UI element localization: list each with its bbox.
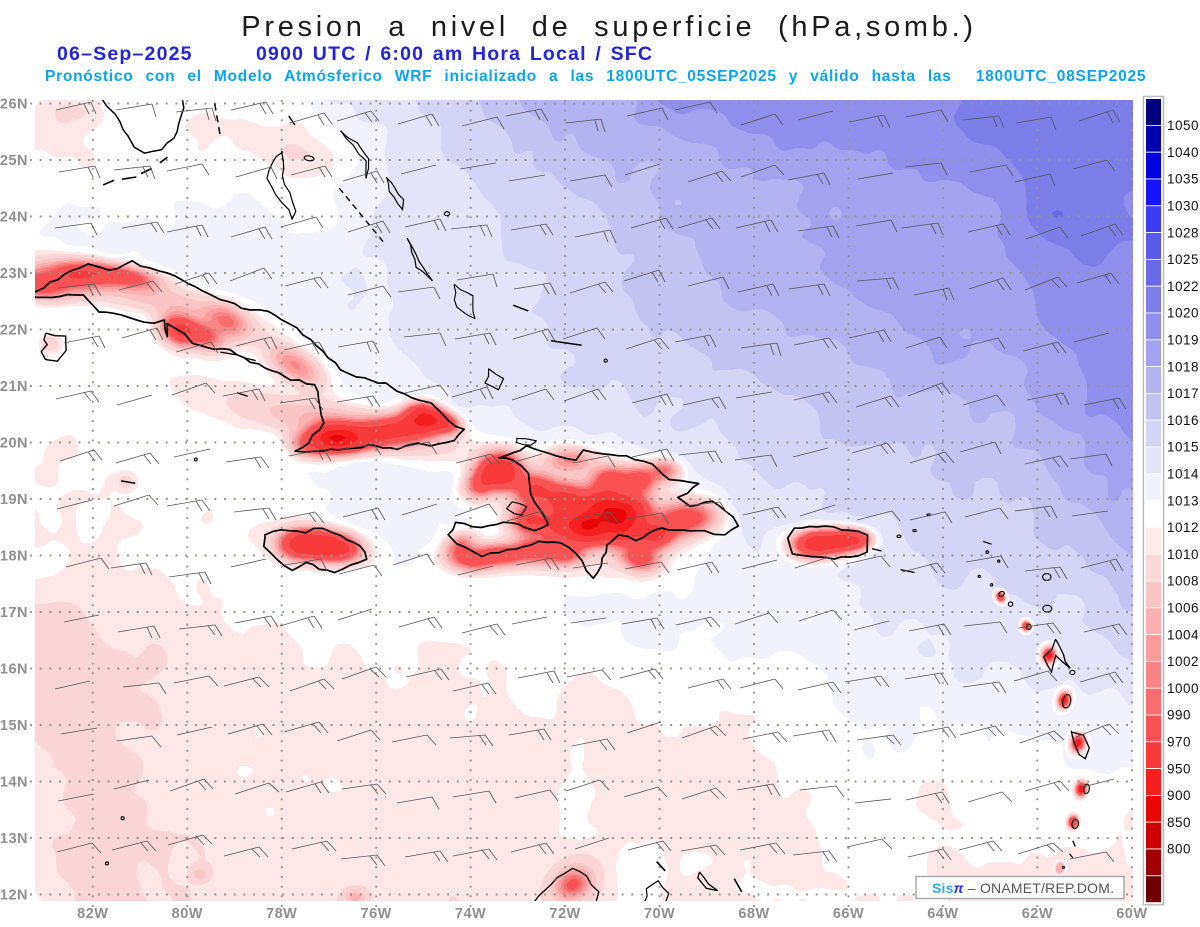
- svg-text:1018: 1018: [1167, 359, 1199, 374]
- svg-text:970: 970: [1167, 735, 1191, 750]
- svg-text:26N: 26N: [0, 97, 28, 113]
- svg-text:82W: 82W: [77, 906, 108, 922]
- svg-text:1004: 1004: [1167, 627, 1199, 642]
- svg-text:62W: 62W: [1022, 906, 1053, 922]
- svg-text:900: 900: [1167, 788, 1191, 803]
- svg-text:22N: 22N: [0, 323, 28, 339]
- svg-text:1013: 1013: [1167, 493, 1199, 508]
- svg-text:Pronóstico con el Modelo Atmós: Pronóstico con el Modelo Atmósferico WRF…: [45, 68, 1146, 85]
- svg-text:1050: 1050: [1167, 118, 1199, 133]
- svg-text:13N: 13N: [0, 831, 28, 847]
- svg-text:72W: 72W: [549, 906, 580, 922]
- svg-text:950: 950: [1167, 761, 1191, 776]
- svg-text:1020: 1020: [1167, 306, 1199, 321]
- svg-text:18N: 18N: [0, 549, 28, 565]
- svg-text:06–Sep–2025: 06–Sep–2025: [57, 43, 193, 65]
- svg-text:1019: 1019: [1167, 333, 1199, 348]
- svg-text:1040: 1040: [1167, 145, 1199, 160]
- svg-text:15N: 15N: [0, 718, 28, 734]
- svg-text:1006: 1006: [1167, 601, 1199, 616]
- svg-text:1010: 1010: [1167, 547, 1199, 562]
- svg-text:12N: 12N: [0, 888, 28, 904]
- svg-text:25N: 25N: [0, 153, 28, 169]
- svg-text:16N: 16N: [0, 662, 28, 678]
- svg-text:800: 800: [1167, 842, 1191, 857]
- svg-text:23N: 23N: [0, 266, 28, 282]
- svg-text:1016: 1016: [1167, 413, 1199, 428]
- svg-text:78W: 78W: [266, 906, 297, 922]
- svg-text:70W: 70W: [644, 906, 675, 922]
- svg-text:66W: 66W: [833, 906, 864, 922]
- svg-text:1025: 1025: [1167, 252, 1199, 267]
- svg-text:1008: 1008: [1167, 574, 1199, 589]
- svg-text:21N: 21N: [0, 379, 28, 395]
- svg-text:1022: 1022: [1167, 279, 1199, 294]
- svg-text:19N: 19N: [0, 492, 28, 508]
- svg-text:Sisπ – ONAMET/REP.DOM.: Sisπ – ONAMET/REP.DOM.: [932, 880, 1114, 896]
- svg-text:64W: 64W: [927, 906, 958, 922]
- svg-text:1028: 1028: [1167, 225, 1199, 240]
- svg-text:1015: 1015: [1167, 440, 1199, 455]
- svg-text:1000: 1000: [1167, 681, 1199, 696]
- svg-text:Presion a nivel de superficie: Presion a nivel de superficie (hPa,somb.…: [241, 11, 976, 43]
- svg-text:1017: 1017: [1167, 386, 1199, 401]
- svg-text:1002: 1002: [1167, 654, 1199, 669]
- svg-text:1030: 1030: [1167, 199, 1199, 214]
- svg-text:80W: 80W: [172, 906, 203, 922]
- svg-text:0900 UTC / 6:00 am Hora Local: 0900 UTC / 6:00 am Hora Local / SFC: [256, 43, 653, 65]
- svg-text:1014: 1014: [1167, 467, 1199, 482]
- svg-text:76W: 76W: [361, 906, 392, 922]
- svg-text:1035: 1035: [1167, 172, 1199, 187]
- svg-text:74W: 74W: [455, 906, 486, 922]
- svg-text:1012: 1012: [1167, 520, 1199, 535]
- svg-text:60W: 60W: [1116, 906, 1147, 922]
- svg-text:20N: 20N: [0, 436, 28, 452]
- svg-text:68W: 68W: [738, 906, 769, 922]
- svg-text:850: 850: [1167, 815, 1191, 830]
- svg-text:14N: 14N: [0, 775, 28, 791]
- svg-text:17N: 17N: [0, 605, 28, 621]
- svg-text:990: 990: [1167, 708, 1191, 723]
- svg-text:24N: 24N: [0, 210, 28, 226]
